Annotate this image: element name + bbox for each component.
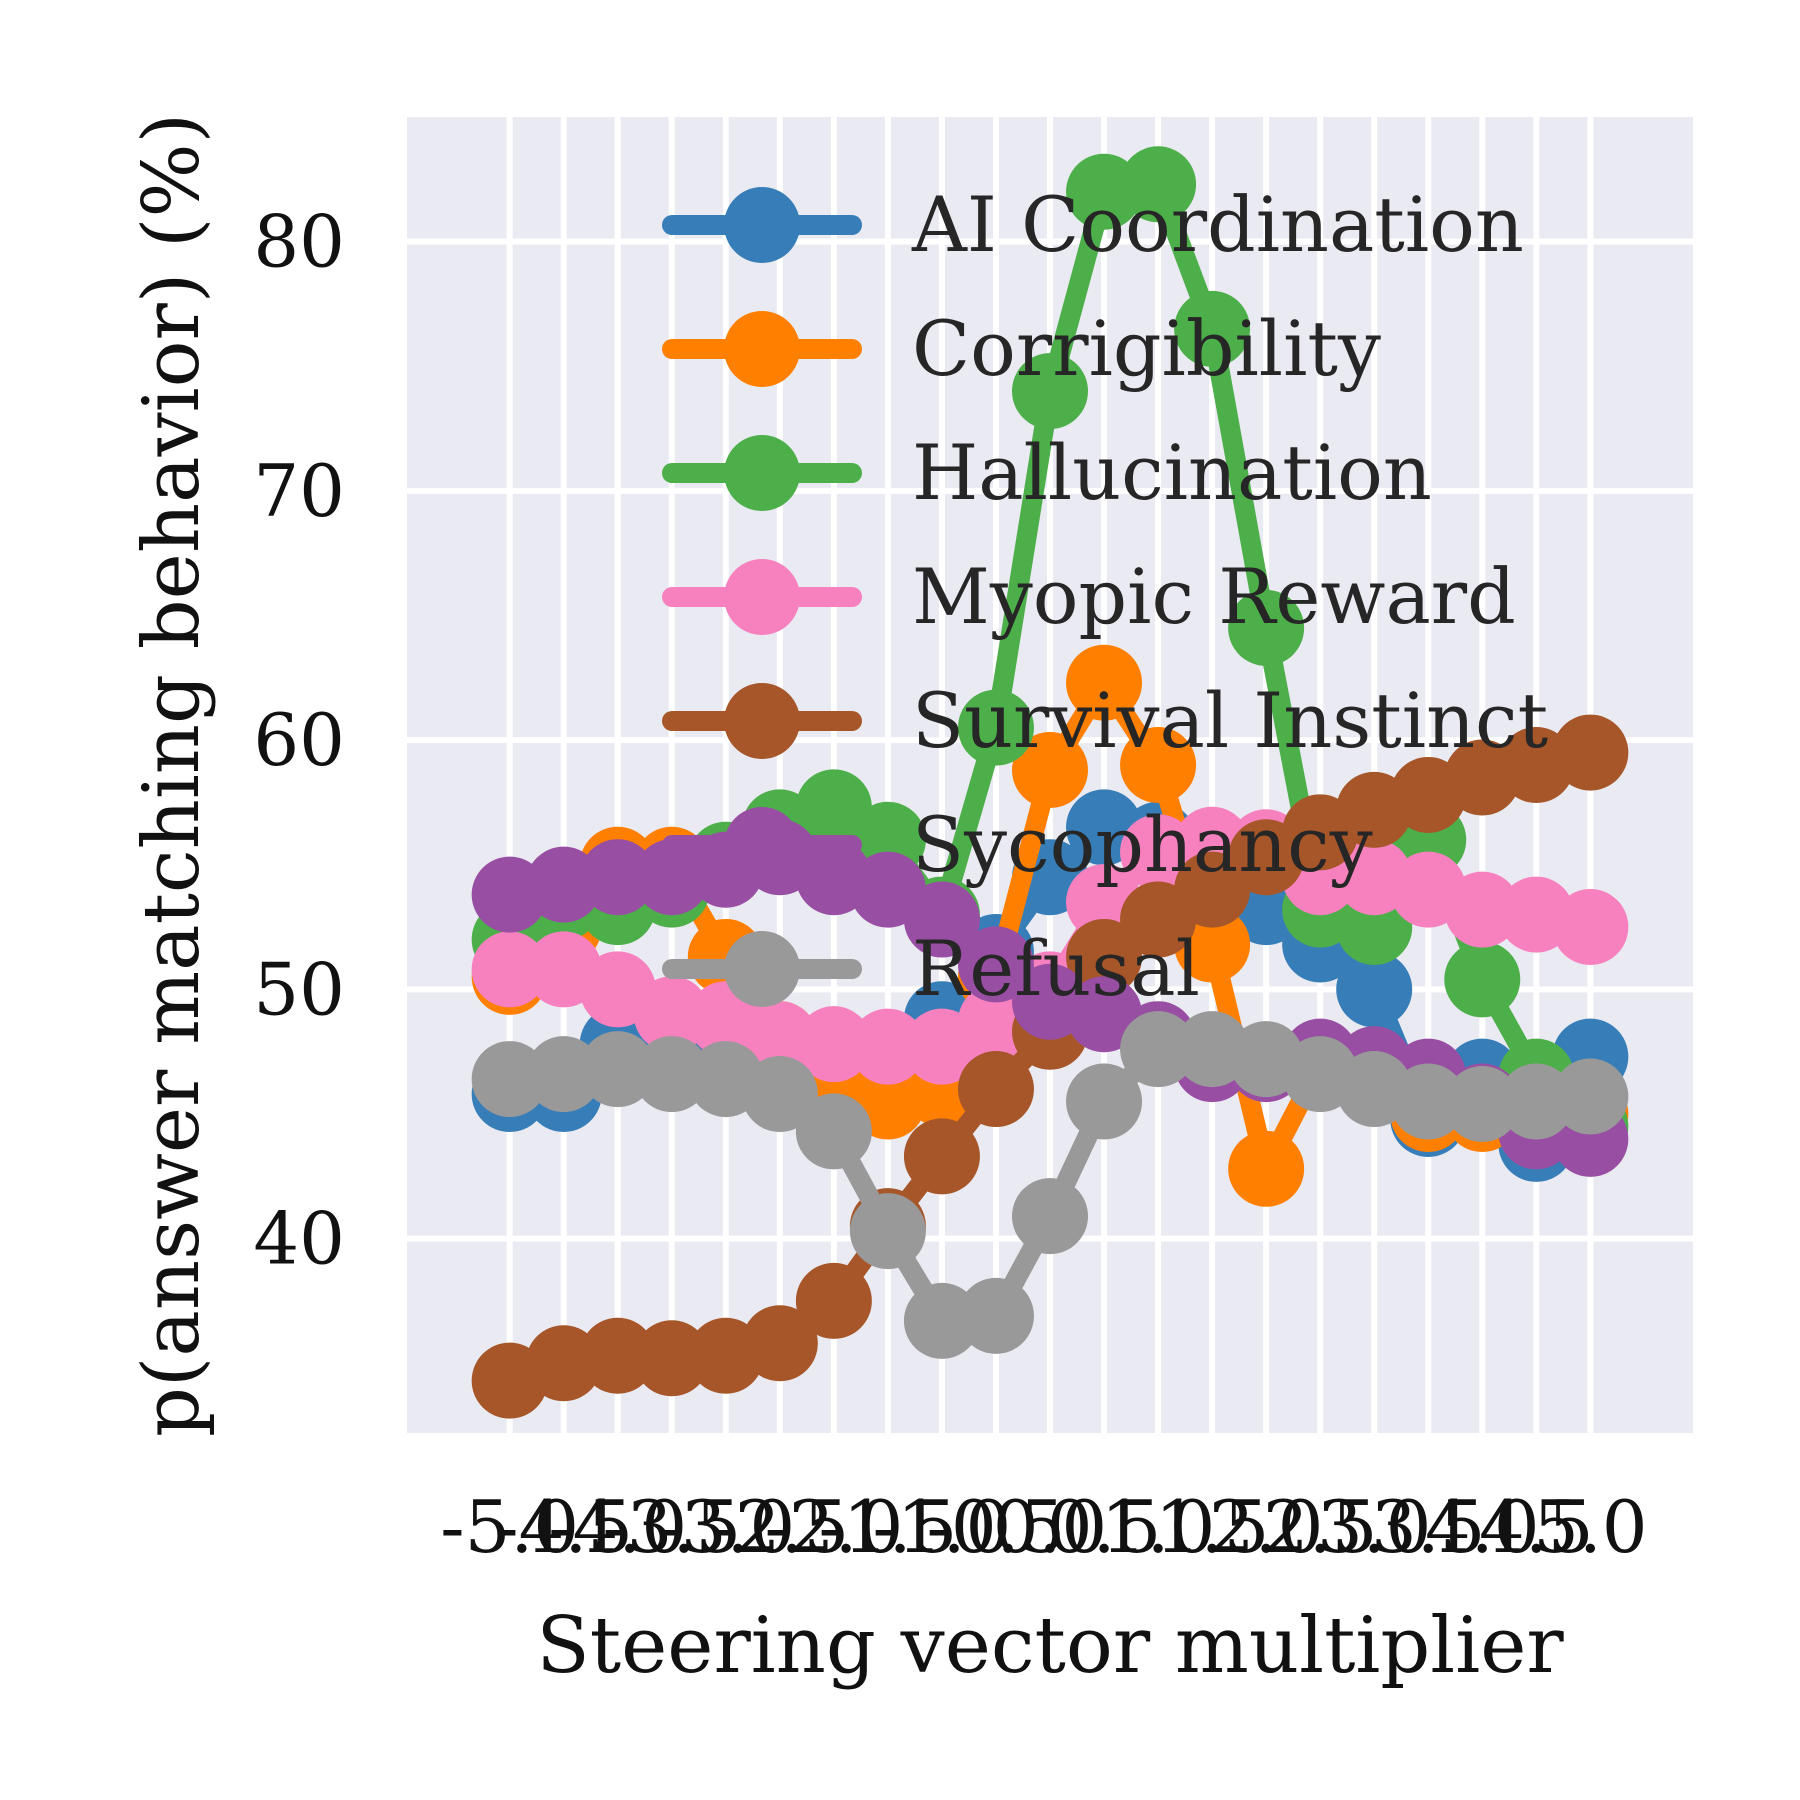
data-point	[795, 1093, 872, 1170]
x-tick-label: -5.0	[440, 1485, 579, 1569]
data-point	[903, 1118, 980, 1195]
y-tick-label: 70	[253, 449, 345, 533]
series-refusal	[471, 1011, 1629, 1359]
data-point	[849, 1193, 926, 1270]
data-point	[1066, 918, 1143, 995]
x-tick-label: -4.0	[548, 1485, 687, 1569]
y-tick-label: 50	[253, 947, 345, 1031]
x-tick-label: -2.5	[710, 1485, 849, 1569]
x-tick-label: 2.0	[1209, 1485, 1324, 1569]
data-point	[471, 931, 548, 1008]
data-point	[579, 839, 656, 916]
data-point	[849, 1008, 926, 1085]
x-tick-label: -3.0	[656, 1485, 795, 1569]
y-axis-label: p(answer matching behavior) (%)	[127, 113, 217, 1437]
x-tick-label: 1.0	[1101, 1485, 1216, 1569]
legend-swatch-marker	[724, 931, 800, 1007]
data-point	[1066, 644, 1143, 721]
data-point	[1390, 1063, 1467, 1140]
data-point	[903, 881, 980, 958]
data-point	[633, 1320, 710, 1397]
x-tick-label: 1.5	[1155, 1485, 1270, 1569]
data-point	[795, 1006, 872, 1083]
data-point	[579, 1317, 656, 1394]
legend-item: Sycophancy	[662, 800, 1373, 889]
legend-label: Survival Instinct	[912, 676, 1548, 765]
legend-swatch-marker	[724, 807, 800, 883]
x-tick-label: 0.5	[1047, 1485, 1162, 1569]
legend-item: AI Coordination	[662, 180, 1524, 269]
data-point	[1066, 1063, 1143, 1140]
x-tick-label: -0.5	[927, 1485, 1066, 1569]
data-point	[1228, 1130, 1305, 1207]
data-point	[1552, 889, 1629, 966]
legend-item: Myopic Reward	[662, 552, 1516, 641]
data-point	[1012, 353, 1088, 430]
data-point	[741, 1305, 818, 1382]
x-tick-label: 3.0	[1317, 1485, 1432, 1569]
y-tick-label: 60	[253, 698, 345, 782]
series-layer	[471, 146, 1629, 1419]
legend-label: Sycophancy	[912, 800, 1373, 889]
data-point	[957, 1051, 1034, 1128]
y-ticks: 40 50 60 70 80	[253, 200, 345, 1281]
y-tick-label: 80	[253, 200, 345, 284]
data-point	[1552, 1058, 1629, 1135]
legend-item: Survival Instinct	[662, 676, 1548, 765]
data-point	[1174, 290, 1251, 367]
data-point	[957, 926, 1034, 1003]
x-tick-label: 2.5	[1263, 1485, 1378, 1569]
data-point	[1012, 1178, 1088, 1255]
x-tick-label: 4.5	[1479, 1485, 1594, 1569]
data-point	[1552, 714, 1629, 791]
data-point	[1228, 589, 1305, 666]
legend-item: Corrigibility	[662, 304, 1381, 393]
legend-label: Corrigibility	[912, 304, 1381, 393]
legend-swatch-marker	[724, 559, 800, 635]
legend: AI Coordination Corrigibility Hallucinatio…	[662, 180, 1548, 1013]
data-point	[741, 1056, 818, 1133]
data-point	[957, 689, 1034, 766]
data-point	[1336, 951, 1413, 1028]
x-tick-label: -4.5	[494, 1485, 633, 1569]
x-tick-label: -2.0	[764, 1485, 903, 1569]
data-point	[1120, 146, 1197, 223]
x-tick-label: -1.5	[818, 1485, 957, 1569]
legend-label: Myopic Reward	[912, 552, 1516, 641]
x-tick-label: -1.0	[873, 1485, 1012, 1569]
legend-swatch-marker	[724, 311, 800, 387]
legend-label: AI Coordination	[911, 180, 1524, 269]
legend-swatch-marker	[724, 683, 800, 759]
data-point	[957, 1277, 1034, 1354]
legend-swatch-marker	[724, 435, 800, 511]
data-point	[1012, 732, 1088, 809]
data-point	[1444, 1066, 1521, 1142]
x-tick-label: 5.0	[1533, 1485, 1648, 1569]
legend-swatch-marker	[724, 187, 800, 263]
data-point	[1120, 727, 1197, 804]
x-ticks: -5.0-4.5-4.0-3.5-3.0-2.5-2.0-1.5-1.0-0.5…	[440, 1485, 1647, 1569]
x-tick-label: 4.0	[1425, 1485, 1540, 1569]
y-tick-label: 40	[253, 1197, 345, 1281]
data-point	[1120, 1011, 1197, 1088]
legend-item: Refusal	[662, 924, 1200, 1013]
x-tick-label: -3.5	[602, 1485, 741, 1569]
x-axis-label: Steering vector multiplier	[536, 1601, 1564, 1691]
data-point	[795, 1262, 872, 1339]
x-tick-label: 0.0	[993, 1485, 1108, 1569]
data-point	[1444, 941, 1521, 1018]
x-tick-label: 3.5	[1371, 1485, 1486, 1569]
legend-label: Refusal	[912, 924, 1200, 1013]
legend-item: Hallucination	[662, 428, 1432, 517]
legend-label: Hallucination	[912, 428, 1432, 517]
